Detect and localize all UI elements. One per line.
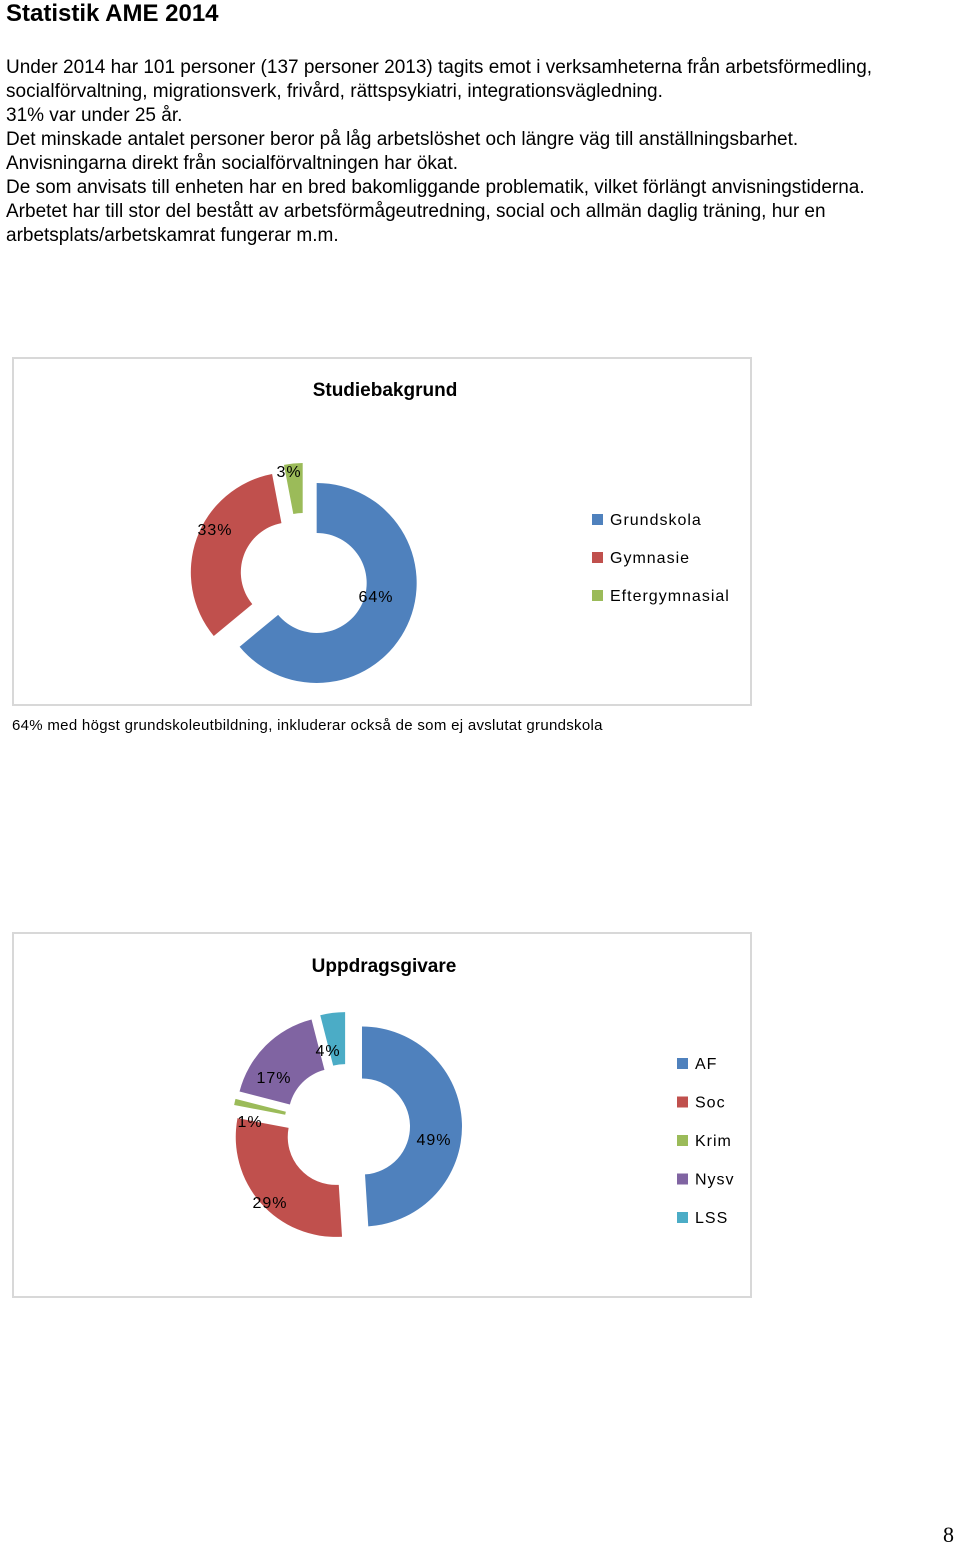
chart-title: Uppdragsgivare: [312, 956, 457, 977]
legend-swatch-krim: [677, 1135, 688, 1146]
slice-eftergymnasial: [283, 463, 303, 514]
legend-item-nysv: Nysv: [695, 1172, 735, 1189]
slice-af: [361, 1026, 462, 1227]
legend-item-lss: LSS: [695, 1210, 728, 1227]
slice-krim: [234, 1098, 286, 1115]
legend-item-grundskola: Grundskola: [610, 512, 702, 529]
data-label-af: 49%: [416, 1132, 451, 1149]
data-label-krim: 1%: [237, 1114, 262, 1131]
page-number: 8: [943, 1522, 954, 1547]
legend-item-gymnasie: Gymnasie: [610, 550, 690, 567]
studiebakgrund-chart: Studiebakgrund 64% Grundskola 33% Gymnasie 3%…: [12, 357, 752, 706]
data-label-gymnasie: 33%: [197, 522, 232, 539]
slice-grundskola: [239, 482, 417, 683]
slice-soc: [235, 1118, 343, 1237]
legend-swatch-nysv: [677, 1173, 688, 1185]
legend-swatch-eftergymnasial: [592, 590, 603, 601]
data-label-nysv: 17%: [256, 1070, 291, 1087]
intro-paragraph: Anvisningarna direkt från socialförvaltn…: [6, 153, 459, 174]
legend-item-af: AF: [695, 1056, 717, 1073]
legend-item-soc: Soc: [695, 1095, 726, 1112]
slice-nysv: [239, 1019, 325, 1105]
intro-paragraph: Det minskade antalet personer beror på l…: [6, 129, 799, 150]
uppdragsgivare-chart-svg: Uppdragsgivare 49% AF 29% Soc 1% Krim 17% Nysv 4%…: [234, 956, 735, 1237]
legend-swatch-soc: [677, 1096, 688, 1108]
slice-lss: [320, 1012, 346, 1066]
data-label-eftergymnasial: 3%: [276, 464, 301, 481]
legend-item-krim: Krim: [695, 1133, 732, 1150]
data-label-soc: 29%: [252, 1195, 287, 1212]
uppdragsgivare-chart: Uppdragsgivare 49% AF 29% Soc 1% Krim 17% Nysv 4%…: [12, 932, 752, 1298]
chart-title: Studiebakgrund: [313, 380, 458, 401]
intro-paragraph: De som anvisats till enheten har en bred…: [6, 177, 865, 198]
intro-paragraph: Under 2014 har 101 personer (137 persone…: [6, 57, 873, 102]
legend-swatch-af: [677, 1058, 688, 1069]
legend-item-eftergymnasial: Eftergymnasial: [610, 588, 730, 605]
intro-text: Under 2014 har 101 personer (137 persone…: [6, 56, 946, 248]
data-label-lss: 4%: [315, 1043, 340, 1060]
slice-gymnasie: [190, 474, 282, 637]
legend-swatch-gymnasie: [592, 552, 603, 563]
intro-paragraph: 31% var under 25 år.: [6, 105, 183, 126]
page-title: Statistik AME 2014: [6, 0, 219, 27]
studiebakgrund-chart-svg: Studiebakgrund 64% Grundskola 33% Gymnasie 3%…: [190, 380, 730, 683]
legend-swatch-grundskola: [592, 514, 603, 525]
legend-swatch-lss: [677, 1212, 688, 1223]
chart-caption: 64% med högst grundskoleutbildning, inkl…: [12, 717, 603, 734]
data-label-grundskola: 64%: [358, 589, 393, 606]
intro-paragraph: Arbetet har till stor del bestått av arb…: [6, 201, 826, 246]
